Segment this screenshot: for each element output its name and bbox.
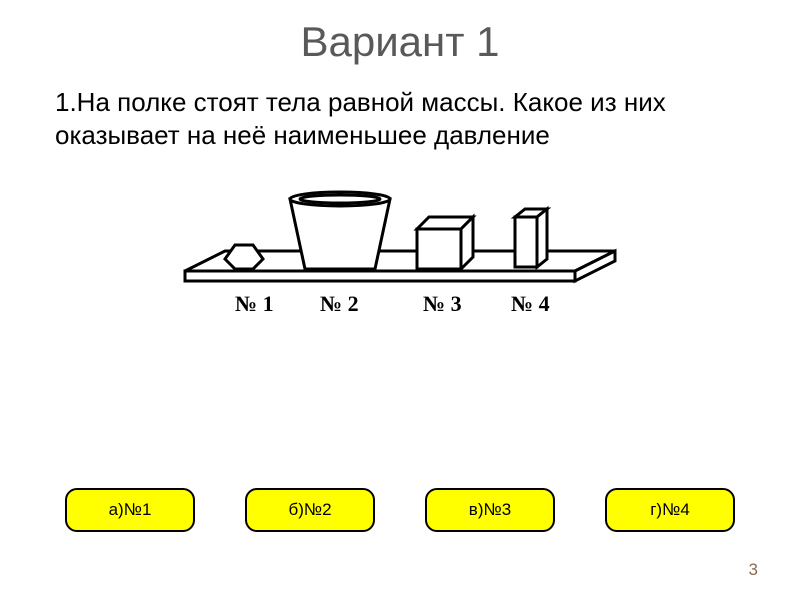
- diagram-label-4: № 4: [511, 291, 550, 316]
- answer-option-a[interactable]: а)№1: [65, 488, 195, 532]
- answer-option-d[interactable]: г)№4: [605, 488, 735, 532]
- shelf-diagram: № 1 № 2 № 3 № 4: [165, 171, 635, 341]
- page-title: Вариант 1: [0, 0, 800, 66]
- diagram-label-3: № 3: [423, 291, 462, 316]
- answer-option-b[interactable]: б)№2: [245, 488, 375, 532]
- answer-option-c[interactable]: в)№3: [425, 488, 555, 532]
- page-number: 3: [749, 560, 758, 580]
- diagram-container: № 1 № 2 № 3 № 4: [0, 171, 800, 346]
- diagram-label-2: № 2: [320, 291, 359, 316]
- question-text: 1.На полке стоят тела равной массы. Како…: [0, 66, 800, 161]
- answers-row: а)№1 б)№2 в)№3 г)№4: [0, 488, 800, 532]
- diagram-label-1: № 1: [235, 291, 274, 316]
